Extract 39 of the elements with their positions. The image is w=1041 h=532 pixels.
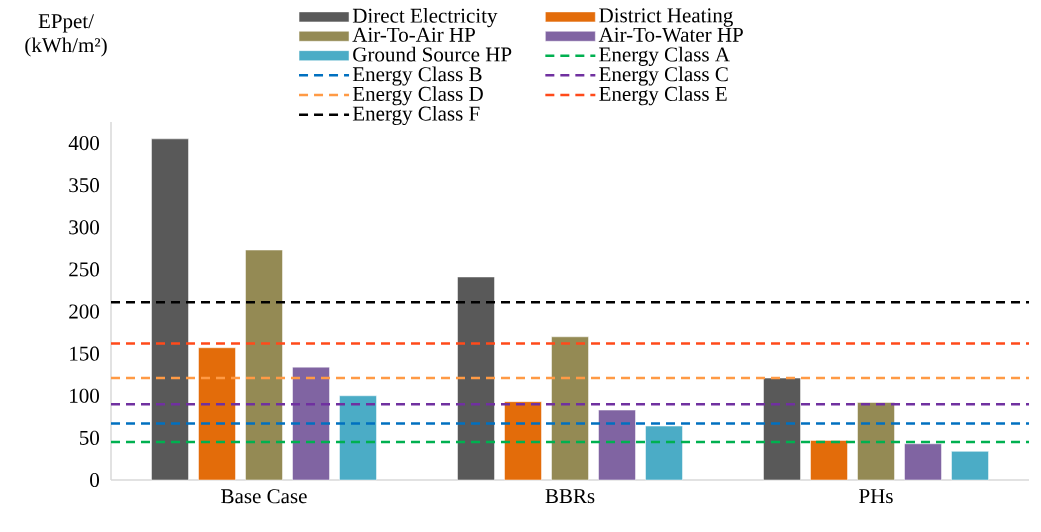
bar bbox=[245, 249, 283, 481]
bar bbox=[339, 395, 377, 481]
legend-label: Energy Class D bbox=[352, 86, 483, 106]
bar bbox=[598, 409, 636, 481]
bar bbox=[151, 138, 189, 481]
legend-label: District Heating bbox=[599, 8, 733, 27]
bar bbox=[951, 451, 989, 481]
bar bbox=[551, 336, 589, 481]
y-tick-label: 350 bbox=[69, 178, 99, 193]
y-tick-label: 50 bbox=[80, 430, 99, 445]
x-tick-label: BBRs bbox=[545, 489, 595, 504]
y-tick-label: 400 bbox=[68, 135, 99, 151]
y-tick-label: 0 bbox=[90, 472, 99, 488]
legend-label: Energy Class E bbox=[599, 86, 727, 106]
bar bbox=[457, 276, 495, 481]
legend-label: Direct Electricity bbox=[352, 8, 498, 28]
y-axis-title: EPpet/ (kWh/m²) bbox=[25, 14, 107, 57]
legend-label: Air-To-Water HP bbox=[598, 27, 743, 42]
bar bbox=[810, 440, 848, 481]
y-tick-label: 150 bbox=[70, 346, 99, 361]
bar bbox=[763, 377, 801, 481]
y-tick-label: 250 bbox=[69, 262, 99, 277]
bar bbox=[292, 366, 330, 481]
bar bbox=[857, 402, 895, 481]
y-tick-label: 200 bbox=[69, 304, 99, 319]
legend-label: Air-To-Air HP bbox=[352, 27, 475, 42]
legend-label: Energy Class F bbox=[352, 105, 480, 126]
legend-label: Energy Class B bbox=[352, 66, 482, 86]
legend-label: Energy Class A bbox=[599, 46, 730, 66]
legend-label: Ground Source HP bbox=[353, 46, 512, 62]
legend-label: Energy Class C bbox=[599, 66, 728, 86]
y-tick-label: 300 bbox=[69, 220, 99, 235]
bar bbox=[904, 443, 942, 481]
bar bbox=[504, 401, 542, 481]
bar bbox=[198, 347, 236, 481]
x-tick-label: PHs bbox=[859, 489, 893, 504]
x-tick-label: Base Case bbox=[221, 489, 307, 504]
y-tick-label: 100 bbox=[70, 388, 99, 403]
bar bbox=[645, 425, 683, 481]
